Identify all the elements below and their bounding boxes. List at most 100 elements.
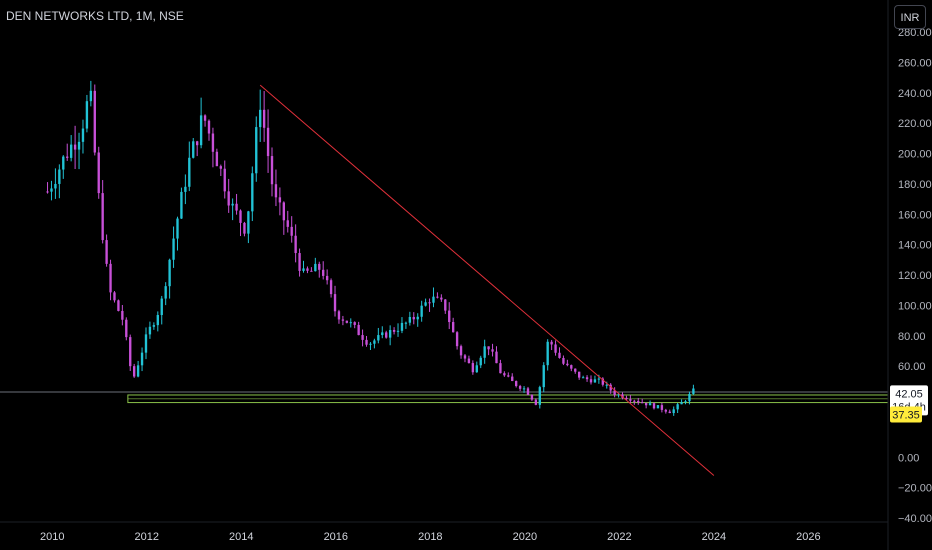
candle-body (455, 332, 459, 347)
candle-body (609, 384, 612, 391)
candle-body (270, 156, 274, 185)
candle-body (373, 340, 376, 344)
candle-body (164, 286, 167, 299)
candle-body (581, 377, 585, 379)
candle-body (314, 263, 317, 272)
candle-body (341, 319, 345, 321)
candle-body (499, 363, 502, 374)
candle-body (337, 311, 341, 320)
candle-body (251, 173, 254, 212)
x-tick-label: 2010 (40, 531, 64, 543)
candle-body (73, 144, 77, 150)
current-price-label: 42.05 (895, 388, 923, 400)
candle-body (286, 220, 289, 227)
y-tick-label: −40.00 (898, 513, 932, 525)
candle-body (357, 324, 360, 336)
candle-body (333, 294, 337, 312)
candle-body (550, 341, 553, 345)
candle-body (487, 346, 490, 350)
y-tick-label: 140.00 (898, 240, 932, 252)
candle-body (589, 379, 593, 383)
candle-body (282, 202, 286, 221)
candle-body (215, 151, 219, 167)
candle-body (294, 235, 297, 254)
candle-body (329, 280, 333, 295)
candle-body (85, 101, 89, 129)
candle-body (117, 300, 120, 311)
candle-body (207, 120, 211, 134)
candle-body (522, 388, 526, 390)
candle-body (479, 357, 482, 366)
y-tick-label: 260.00 (898, 57, 932, 69)
x-tick-label: 2026 (796, 531, 820, 543)
candle-body (605, 384, 608, 386)
candle-body (176, 218, 179, 239)
candle-body (81, 128, 85, 142)
candle-body (511, 376, 514, 382)
candle-body (672, 409, 675, 414)
candle-body (440, 297, 443, 300)
candle-body (255, 127, 258, 174)
candle-body (310, 270, 313, 272)
candle-body (542, 365, 545, 388)
candle-body (54, 183, 57, 189)
candle-body (302, 268, 305, 271)
candle-body (680, 402, 683, 405)
candle-body (144, 334, 148, 353)
x-tick-label: 2016 (324, 531, 348, 543)
candle-body (558, 352, 561, 358)
candle-body (306, 268, 309, 271)
symbol-title: DEN NETWORKS LTD, 1M, NSE (6, 9, 184, 23)
x-tick-label: 2024 (702, 531, 726, 543)
candle-body (518, 386, 522, 389)
candle-body (566, 363, 569, 366)
candle-body (601, 378, 604, 385)
candle-body (554, 344, 557, 353)
candle-body (243, 222, 246, 234)
candle-body (353, 322, 356, 325)
candle-body (578, 371, 581, 378)
candle-body (148, 326, 152, 335)
y-tick-label: 200.00 (898, 149, 932, 161)
candle-body (491, 349, 494, 352)
candle-body (495, 351, 498, 364)
candle-body (664, 409, 668, 412)
candle-body (223, 168, 226, 192)
candle-body (625, 397, 628, 400)
currency-button[interactable]: INR (894, 5, 926, 29)
candle-body (325, 275, 329, 281)
y-tick-label: 240.00 (898, 88, 932, 100)
support-level-tag (890, 406, 922, 423)
candle-body (475, 365, 478, 373)
candle-body (444, 299, 447, 311)
candle-body (203, 115, 207, 121)
y-tick-label: 80.00 (898, 331, 926, 343)
candle-body (424, 302, 427, 306)
y-tick-label: 60.00 (898, 361, 926, 373)
candle-body (318, 263, 321, 270)
candle-body (534, 399, 538, 405)
candle-body (621, 394, 624, 398)
candle-body (408, 317, 412, 323)
candle-body (570, 365, 573, 369)
candle-body (530, 394, 534, 400)
candle-body (132, 366, 136, 377)
candle-body (101, 193, 104, 241)
candle-body (121, 310, 124, 320)
candle-body (688, 393, 691, 402)
candle-body (369, 343, 372, 345)
candle-body (274, 184, 278, 198)
candle-body (125, 319, 128, 338)
candle-body (180, 191, 183, 219)
candle-body (247, 211, 250, 234)
candle-body (459, 346, 463, 356)
candle-body (633, 400, 636, 402)
candle-body (50, 188, 53, 192)
candle-body (652, 403, 656, 409)
candle-body (266, 127, 270, 157)
candle-body (574, 368, 577, 372)
candle-body (613, 390, 616, 395)
candle-body (262, 109, 266, 128)
candle-body (420, 305, 423, 317)
